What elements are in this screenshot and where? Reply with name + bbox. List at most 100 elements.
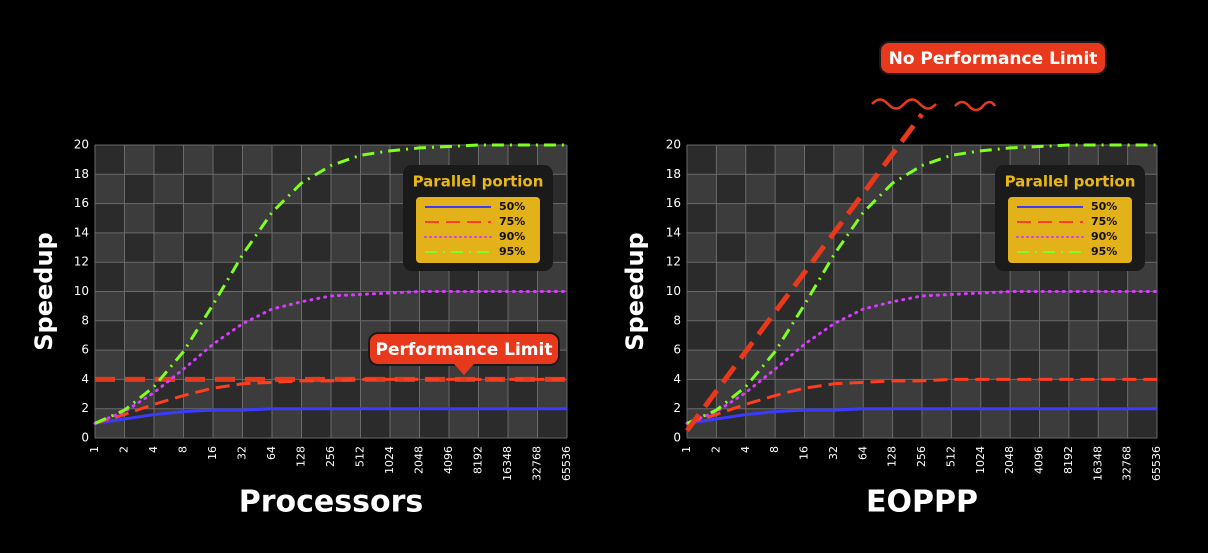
y-tick-label: 8	[673, 313, 681, 327]
plot-cell	[360, 203, 390, 233]
plot-cell	[980, 379, 1011, 409]
plot-cell	[687, 262, 717, 292]
plot-cell	[390, 408, 420, 438]
plot-cell	[124, 408, 154, 438]
y-axis-label: Speedup	[621, 232, 649, 350]
plot-cell	[1098, 379, 1128, 409]
plot-cell	[1010, 320, 1040, 351]
series-line	[94, 377, 567, 425]
plot-cell	[95, 379, 125, 409]
plot-cell	[804, 232, 834, 263]
plot-cell	[892, 203, 922, 233]
plot-cell	[1010, 408, 1040, 438]
plot-cell	[449, 379, 479, 409]
plot-cell	[1127, 350, 1157, 380]
plot-cell	[124, 379, 154, 409]
plot-cell	[745, 232, 776, 263]
plot-cell	[863, 379, 893, 409]
x-tick-label: 32	[236, 446, 249, 460]
plot-cell	[716, 291, 746, 321]
plot-cell	[687, 145, 717, 175]
legend-label: 95%	[1091, 245, 1117, 258]
plot-cell	[478, 291, 508, 321]
y-tick-label: 18	[666, 167, 681, 181]
x-tick-label: 32768	[531, 446, 544, 481]
x-tick-label: 1024	[974, 446, 987, 474]
plot-cell	[1010, 350, 1040, 380]
x-tick-label: 64	[856, 446, 869, 460]
x-tick-label: 512	[944, 446, 957, 467]
plot-cell	[331, 174, 361, 204]
plot-cell	[1127, 379, 1157, 409]
plot-cell	[183, 291, 213, 321]
y-tick-label: 16	[74, 196, 89, 210]
plot-cell	[1098, 350, 1128, 380]
x-tick-label: 8192	[1062, 446, 1075, 474]
x-tick-label: 2	[118, 446, 131, 453]
plot-cell	[687, 232, 717, 263]
plot-cell	[922, 379, 952, 409]
plot-cell	[833, 350, 864, 380]
plot-cell	[331, 203, 361, 233]
plot-cell	[301, 408, 331, 438]
plot-cell	[951, 262, 981, 292]
plot-cell	[775, 408, 805, 438]
plot-cell	[892, 262, 922, 292]
plot-cell	[922, 408, 952, 438]
y-axis-label: Speedup	[30, 232, 58, 350]
y-tick-label: 18	[74, 167, 89, 181]
plot-cell	[331, 408, 361, 438]
plot-cell	[154, 291, 184, 321]
plot-cell	[95, 262, 125, 292]
plot-cell	[1039, 379, 1069, 409]
plot-cell	[922, 350, 952, 380]
y-tick-label: 12	[74, 255, 89, 269]
plot-cell	[863, 350, 893, 380]
plot-cell	[922, 320, 952, 351]
series-line	[94, 143, 567, 425]
plot-cell	[154, 145, 184, 175]
legend-label: 95%	[499, 245, 525, 258]
plot-cell	[863, 262, 893, 292]
x-axis-label: Processors	[239, 485, 424, 520]
legend-title: Parallel portion	[1005, 173, 1136, 191]
plot-cell	[716, 262, 746, 292]
break-squiggle	[871, 98, 997, 112]
plot-cell	[478, 408, 508, 438]
plot-cell	[272, 232, 302, 263]
plot-cell	[95, 203, 125, 233]
plot-cell	[124, 174, 154, 204]
plot-cell	[301, 320, 331, 351]
x-tick-label: 256	[915, 446, 928, 467]
plot-cell	[124, 320, 154, 351]
plot-cell	[213, 145, 243, 175]
x-tick-label: 8	[768, 446, 781, 453]
plot-cell	[183, 174, 213, 204]
plot-cell	[1068, 408, 1099, 438]
x-tick-label: 1024	[383, 446, 396, 474]
plot-cell	[745, 203, 776, 233]
plot-cell	[687, 291, 717, 321]
plot-cell	[980, 320, 1011, 351]
plot-cell	[716, 408, 746, 438]
y-tick-label: 0	[81, 431, 89, 445]
plot-cell	[95, 232, 125, 263]
series-line	[686, 407, 1157, 425]
y-tick-label: 4	[673, 372, 681, 386]
plot-cell	[419, 408, 449, 438]
x-tick-label: 65536	[1150, 446, 1163, 481]
plot-cell	[154, 320, 184, 351]
plot-cell	[183, 232, 213, 263]
plot-cell	[892, 320, 922, 351]
plot-cell	[716, 174, 746, 204]
x-tick-label: 65536	[560, 446, 573, 481]
plot-cell	[951, 203, 981, 233]
plot-cell	[331, 320, 361, 351]
y-tick-label: 8	[81, 313, 89, 327]
plot-cell	[301, 379, 331, 409]
legend-label: 90%	[499, 230, 525, 243]
x-tick-label: 128	[295, 446, 308, 467]
plot-cell	[242, 408, 272, 438]
plot-cell	[1098, 320, 1128, 351]
x-tick-label: 64	[265, 446, 278, 460]
